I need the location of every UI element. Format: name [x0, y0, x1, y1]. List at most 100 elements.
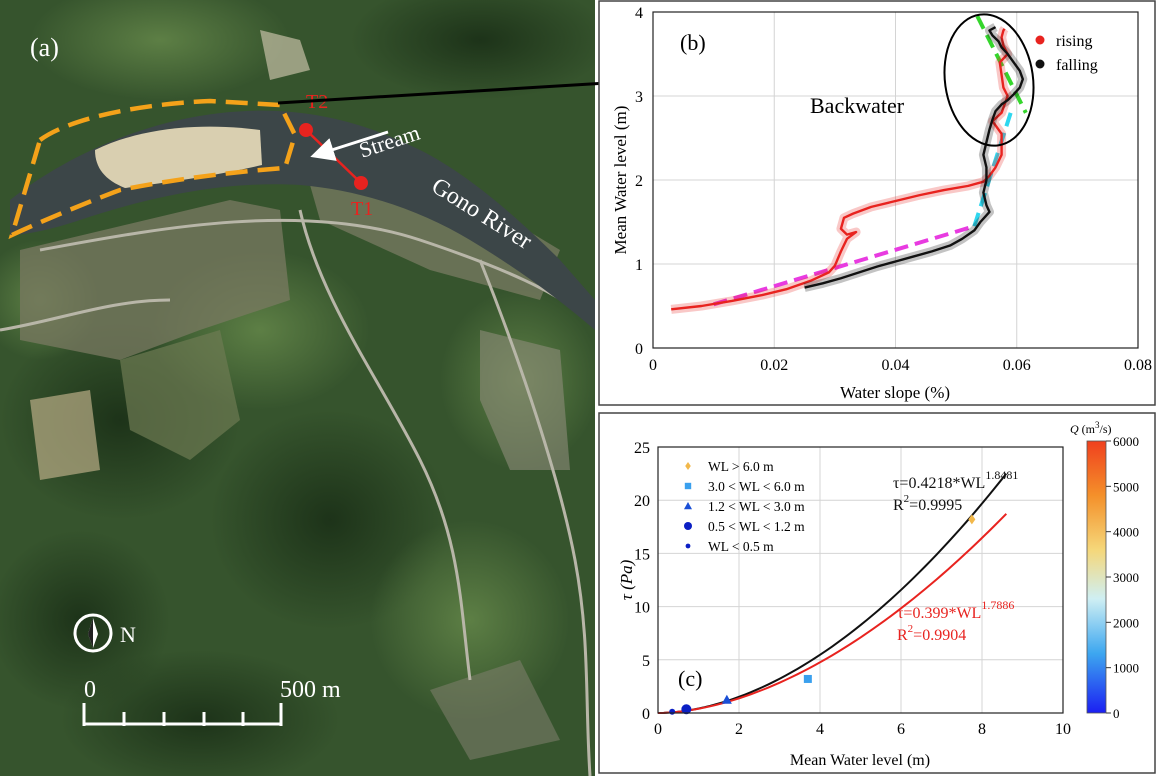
colorbar-tick-label: 6000 — [1113, 434, 1139, 449]
scale-start-label: 0 — [84, 677, 96, 703]
fit-red-eq: τ=0.399*WL — [897, 605, 981, 622]
fit-red-r2-prefix: R — [897, 627, 908, 644]
chart-b-ytick-label: 2 — [635, 173, 643, 190]
chart-c-xtick-label: 0 — [654, 721, 662, 738]
chart-b-xtick-label: 0.04 — [882, 357, 910, 374]
stream-arrow — [310, 130, 389, 161]
chart-b-ylabel: Mean Water level (m) — [611, 106, 630, 255]
fit-curve-red — [657, 513, 1008, 714]
data-point-dot — [669, 708, 676, 715]
fit-black-exp: 1.8481 — [985, 468, 1018, 482]
fit-black-r2-sup: 2 — [904, 493, 910, 505]
panel-c-label: (c) — [678, 666, 702, 691]
chart-c-xlabel: Mean Water level (m) — [790, 752, 930, 769]
scale-bar — [82, 703, 283, 726]
chart-c-ytick-label: 20 — [634, 493, 650, 510]
chart-c-fit-curves — [657, 472, 1008, 714]
legend-marker-dot — [685, 543, 691, 549]
fit-red-exp: 1.7886 — [981, 598, 1014, 612]
legend-label: WL < 0.5 m — [708, 539, 774, 554]
fit-red-equation: τ=0.399*WL1.7886 R2=0.9904 — [897, 598, 1014, 644]
chart-b-ytick-label: 4 — [635, 5, 643, 22]
panel-c-frame — [598, 412, 1156, 774]
chart-b-xtick-label: 0 — [649, 357, 657, 374]
legend-falling-marker — [1035, 59, 1045, 69]
colorbar-tick-label: 2000 — [1113, 615, 1139, 630]
scale-end-label: 500 m — [280, 677, 341, 703]
data-point-circle — [681, 704, 692, 715]
svg-text:R2=0.9995: R2=0.9995 — [893, 493, 962, 514]
data-point-diamond — [968, 514, 976, 525]
series-falling-line — [804, 26, 1025, 289]
fit-red-r2-sup: 2 — [908, 623, 914, 635]
legend-label: WL > 6.0 m — [708, 459, 774, 474]
legend-marker-triangle — [684, 502, 692, 510]
chart-b-xtick-label: 0.08 — [1124, 357, 1152, 374]
t1-label: T1 — [351, 198, 373, 220]
panel-b-frame — [598, 0, 1156, 406]
legend-marker-square — [684, 482, 692, 490]
chart-b-ytick-label: 1 — [635, 257, 643, 274]
fit-black-eq: τ=0.4218*WL — [893, 475, 985, 492]
colorbar-tick-label: 5000 — [1113, 479, 1139, 494]
chart-c-ytick-label: 25 — [634, 440, 650, 457]
chart-c-ytick-label: 10 — [634, 600, 650, 617]
chart-b-guide-line — [975, 15, 1028, 114]
fit-red-r2-value: =0.9904 — [913, 627, 966, 644]
fit-black-r2-prefix: R — [893, 497, 904, 514]
chart-c-ytick-label: 0 — [642, 706, 650, 723]
sandbar — [95, 126, 262, 188]
chart-c-points — [669, 514, 976, 715]
chart-b-ticks: 0 0.02 0.04 0.06 0.08 0 1 2 3 4 — [635, 5, 1152, 374]
chart-b-xlabel: Water slope (%) — [840, 383, 950, 402]
legend-label: 0.5 < WL < 1.2 m — [708, 519, 805, 534]
backwater-annotation: Backwater — [810, 93, 905, 118]
colorbar-title-sup: 3 — [1095, 420, 1100, 430]
panel-a-label: (a) — [30, 33, 59, 62]
chart-b-guide-line — [713, 224, 975, 307]
colorbar-title-unit: (m — [1079, 422, 1096, 436]
chart-c-xtick-label: 2 — [735, 721, 743, 738]
aerial-map-panel: T2 T1 Stream Gono River (a) N 0 500 m — [0, 0, 595, 776]
chart-c-ticks: 0 2 4 6 8 10 0 5 10 15 20 25 — [634, 440, 1071, 738]
colorbar-tick-label: 3000 — [1113, 570, 1139, 585]
colorbar-tick-label: 4000 — [1113, 525, 1139, 540]
chart-b-guides — [713, 15, 1028, 307]
chart-c-xtick-label: 6 — [897, 721, 905, 738]
fit-black-equation: τ=0.4218*WL1.8481 R2=0.9995 — [893, 468, 1018, 514]
t2-point — [299, 123, 313, 137]
backwater-ellipse — [943, 13, 1035, 147]
chart-c-xtick-label: 4 — [816, 721, 824, 738]
chart-b-legend: rising falling — [1035, 33, 1098, 74]
legend-marker-circle — [684, 522, 692, 530]
chart-b-axes-box — [652, 11, 1139, 349]
svg-text:R2=0.9904: R2=0.9904 — [897, 623, 966, 644]
chart-b-ytick-label: 0 — [635, 341, 643, 358]
chart-b-ytick-label: 3 — [635, 89, 643, 106]
legend-label: 1.2 < WL < 3.0 m — [708, 499, 805, 514]
chart-b-xtick-label: 0.06 — [1003, 357, 1031, 374]
data-point-triangle — [721, 694, 732, 704]
svg-text:τ=0.4218*WL1.8481: τ=0.4218*WL1.8481 — [893, 468, 1018, 492]
data-point-square — [803, 674, 812, 683]
chart-c-axes-box — [657, 446, 1064, 714]
colorbar-title-end: /s) — [1100, 422, 1112, 436]
chart-c-ytick-label: 5 — [642, 653, 650, 670]
chart-c-legend: WL > 6.0 m 3.0 < WL < 6.0 m 1.2 < WL < 3.0… — [684, 459, 805, 554]
colorbar-tick-label: 1000 — [1113, 661, 1139, 676]
legend-rising-label: rising — [1056, 33, 1092, 50]
discharge-colorbar — [1086, 440, 1107, 714]
legend-label: 3.0 < WL < 6.0 m — [708, 479, 805, 494]
chart-c-ylabel: τ (Pa) — [617, 559, 636, 600]
colorbar-ticks: 0 1000 2000 3000 4000 5000 6000 — [1106, 434, 1139, 721]
north-arrow-icon — [73, 613, 113, 653]
north-label: N — [120, 622, 136, 647]
chart-b: 0 0.02 0.04 0.06 0.08 0 1 2 3 4 Water slope (%) M… — [611, 5, 1152, 402]
chart-b-series — [670, 23, 1028, 314]
study-area-boundary — [8, 98, 298, 240]
colorbar-tick-label: 0 — [1113, 706, 1120, 721]
series-rising-line — [671, 28, 1009, 311]
svg-text:τ=0.399*WL1.7886: τ=0.399*WL1.7886 — [897, 598, 1014, 622]
